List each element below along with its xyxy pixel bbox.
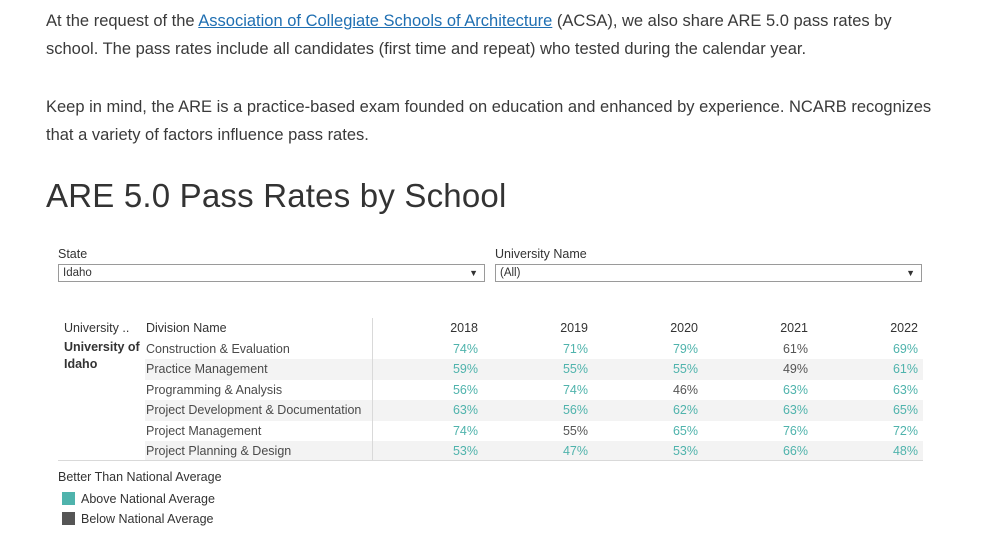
pass-rate-cell-2019: 56%	[562, 403, 588, 418]
intro-text-before-link: At the request of the	[46, 12, 199, 30]
legend-swatch-below	[62, 512, 75, 525]
pass-rate-cell-2022: 48%	[892, 444, 918, 458]
acsa-link[interactable]: Association of Collegiate Schools of Arc…	[198, 12, 553, 30]
legend-swatch-above	[62, 492, 75, 505]
pass-rate-cell-2019: 74%	[562, 382, 588, 397]
header-year-2022[interactable]: 2022	[890, 321, 918, 335]
university-select[interactable]: (All) ▼	[495, 264, 922, 282]
division-name-cell: Project Planning & Design	[146, 444, 292, 458]
pass-rate-cell-2021: 76%	[782, 423, 808, 438]
header-year-2019[interactable]: 2019	[560, 321, 588, 335]
pass-rate-cell-2021: 63%	[782, 403, 808, 418]
pass-rate-cell-2018: 74%	[452, 423, 478, 438]
table-row[interactable]: Project Development & Documentation 63% 56…	[145, 400, 923, 421]
division-name-cell: Construction & Evaluation	[146, 342, 290, 356]
pass-rate-cell-2020: 46%	[672, 382, 698, 397]
pass-rate-cell-2018: 56%	[452, 382, 478, 397]
pass-rate-cell-2018: 74%	[452, 342, 478, 356]
pass-rate-cell-2019: 55%	[562, 362, 588, 377]
pass-rate-cell-2021: 63%	[782, 382, 808, 397]
pass-rate-cell-2022: 69%	[892, 342, 918, 356]
state-filter-label: State	[58, 247, 88, 261]
division-name-cell: Practice Management	[146, 362, 268, 377]
pass-rate-cell-2020: 55%	[672, 362, 698, 377]
table-row[interactable]: Project Planning & Design 53% 47% 53% 66% 48%	[145, 441, 923, 462]
division-name-cell: Programming & Analysis	[146, 382, 283, 397]
table-row[interactable]: Programming & Analysis 56% 74% 46% 63% 63%	[145, 380, 923, 400]
header-year-2018[interactable]: 2018	[450, 321, 478, 335]
pass-rate-cell-2021: 61%	[782, 342, 808, 356]
pass-rate-cell-2022: 61%	[892, 362, 918, 377]
pass-rate-cell-2020: 62%	[672, 403, 698, 418]
university-select-value: (All)	[500, 267, 521, 279]
chevron-down-icon: ▼	[469, 268, 478, 278]
pass-rate-cell-2020: 79%	[672, 342, 698, 356]
table-row[interactable]: Practice Management 59% 55% 55% 49% 61%	[145, 359, 923, 380]
header-university[interactable]: University ..	[64, 321, 130, 335]
table-row[interactable]: Project Management 74% 55% 65% 76% 72%	[145, 421, 923, 441]
page-title: ARE 5.0 Pass Rates by School	[46, 177, 507, 214]
pass-rate-cell-2019: 55%	[562, 423, 588, 438]
pass-rate-cell-2022: 63%	[892, 382, 918, 397]
pass-rate-cell-2019: 71%	[562, 342, 588, 356]
table-row[interactable]: Construction & Evaluation 74% 71% 79% 61% 69%	[145, 339, 923, 359]
pass-rate-cell-2022: 72%	[892, 423, 918, 438]
header-year-2020[interactable]: 2020	[670, 321, 698, 335]
intro-text-after-link: (ACSA), we also share ARE 5.0 pass rates…	[46, 12, 892, 58]
pass-rate-cell-2018: 59%	[452, 362, 478, 377]
pass-rate-cell-2022: 65%	[892, 403, 918, 418]
division-name-cell: Project Development & Documentation	[146, 403, 362, 418]
pass-rate-cell-2019: 47%	[562, 444, 588, 458]
division-name-cell: Project Management	[146, 423, 262, 438]
state-select[interactable]: Idaho ▼	[58, 264, 485, 282]
pass-rate-cell-2020: 65%	[672, 423, 698, 438]
intro-paragraph-2: Keep in mind, the ARE is a practice-base…	[46, 98, 932, 144]
table-divider-vertical	[372, 318, 373, 461]
legend-label-below: Below National Average	[81, 512, 214, 526]
pass-rate-cell-2021: 49%	[782, 362, 808, 377]
university-filter-label: University Name	[495, 247, 587, 261]
pass-rate-cell-2020: 53%	[672, 444, 698, 458]
university-name-cell: University of Idaho	[64, 340, 140, 371]
pass-rate-cell-2018: 63%	[452, 403, 478, 418]
legend-title: Better Than National Average	[58, 470, 222, 484]
pass-rate-cell-2018: 53%	[452, 444, 478, 458]
table-divider-bottom	[58, 460, 923, 461]
chevron-down-icon: ▼	[906, 268, 915, 278]
state-select-value: Idaho	[63, 267, 92, 279]
pass-rate-cell-2021: 66%	[782, 444, 808, 458]
intro-paragraph-1: At the request of the Association of Col…	[46, 7, 946, 63]
header-year-2021[interactable]: 2021	[780, 321, 808, 335]
legend-label-above: Above National Average	[81, 492, 215, 506]
header-division[interactable]: Division Name	[146, 321, 227, 335]
